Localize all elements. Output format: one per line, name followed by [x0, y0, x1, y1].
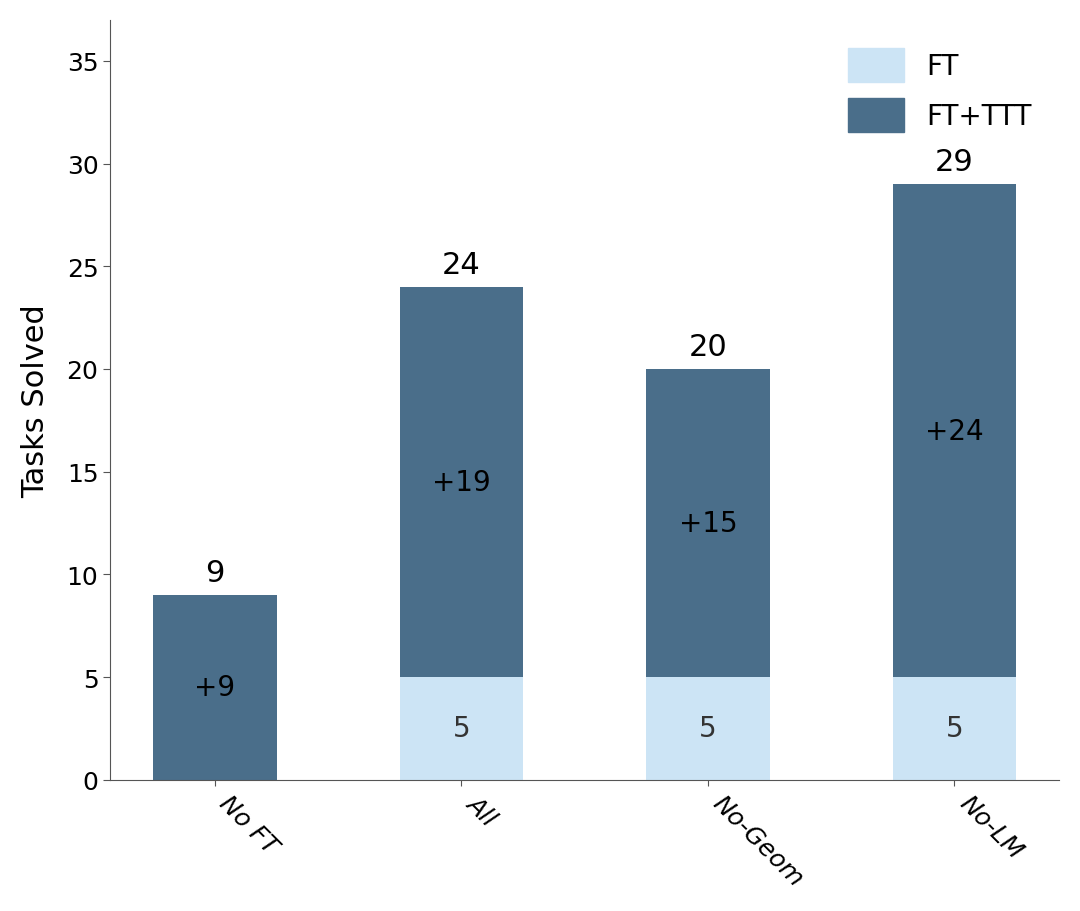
Text: 5: 5	[946, 714, 963, 742]
Bar	[893, 678, 1016, 780]
Text: 5: 5	[453, 714, 470, 742]
Bar	[893, 185, 1016, 678]
Y-axis label: Tasks Solved: Tasks Solved	[21, 303, 50, 497]
Text: 5: 5	[699, 714, 717, 742]
Text: 20: 20	[689, 333, 727, 362]
Bar	[400, 678, 523, 780]
Text: 9: 9	[205, 558, 225, 587]
Bar	[646, 678, 770, 780]
Bar	[646, 370, 770, 678]
Bar	[400, 288, 523, 678]
Text: +9: +9	[194, 673, 235, 701]
Text: +24: +24	[926, 417, 984, 445]
Legend: FT, FT+TTT: FT, FT+TTT	[835, 35, 1045, 147]
Text: +15: +15	[678, 509, 738, 537]
Text: 29: 29	[935, 148, 974, 177]
Text: +19: +19	[432, 468, 490, 496]
Text: 24: 24	[442, 251, 481, 280]
Bar	[153, 595, 276, 780]
